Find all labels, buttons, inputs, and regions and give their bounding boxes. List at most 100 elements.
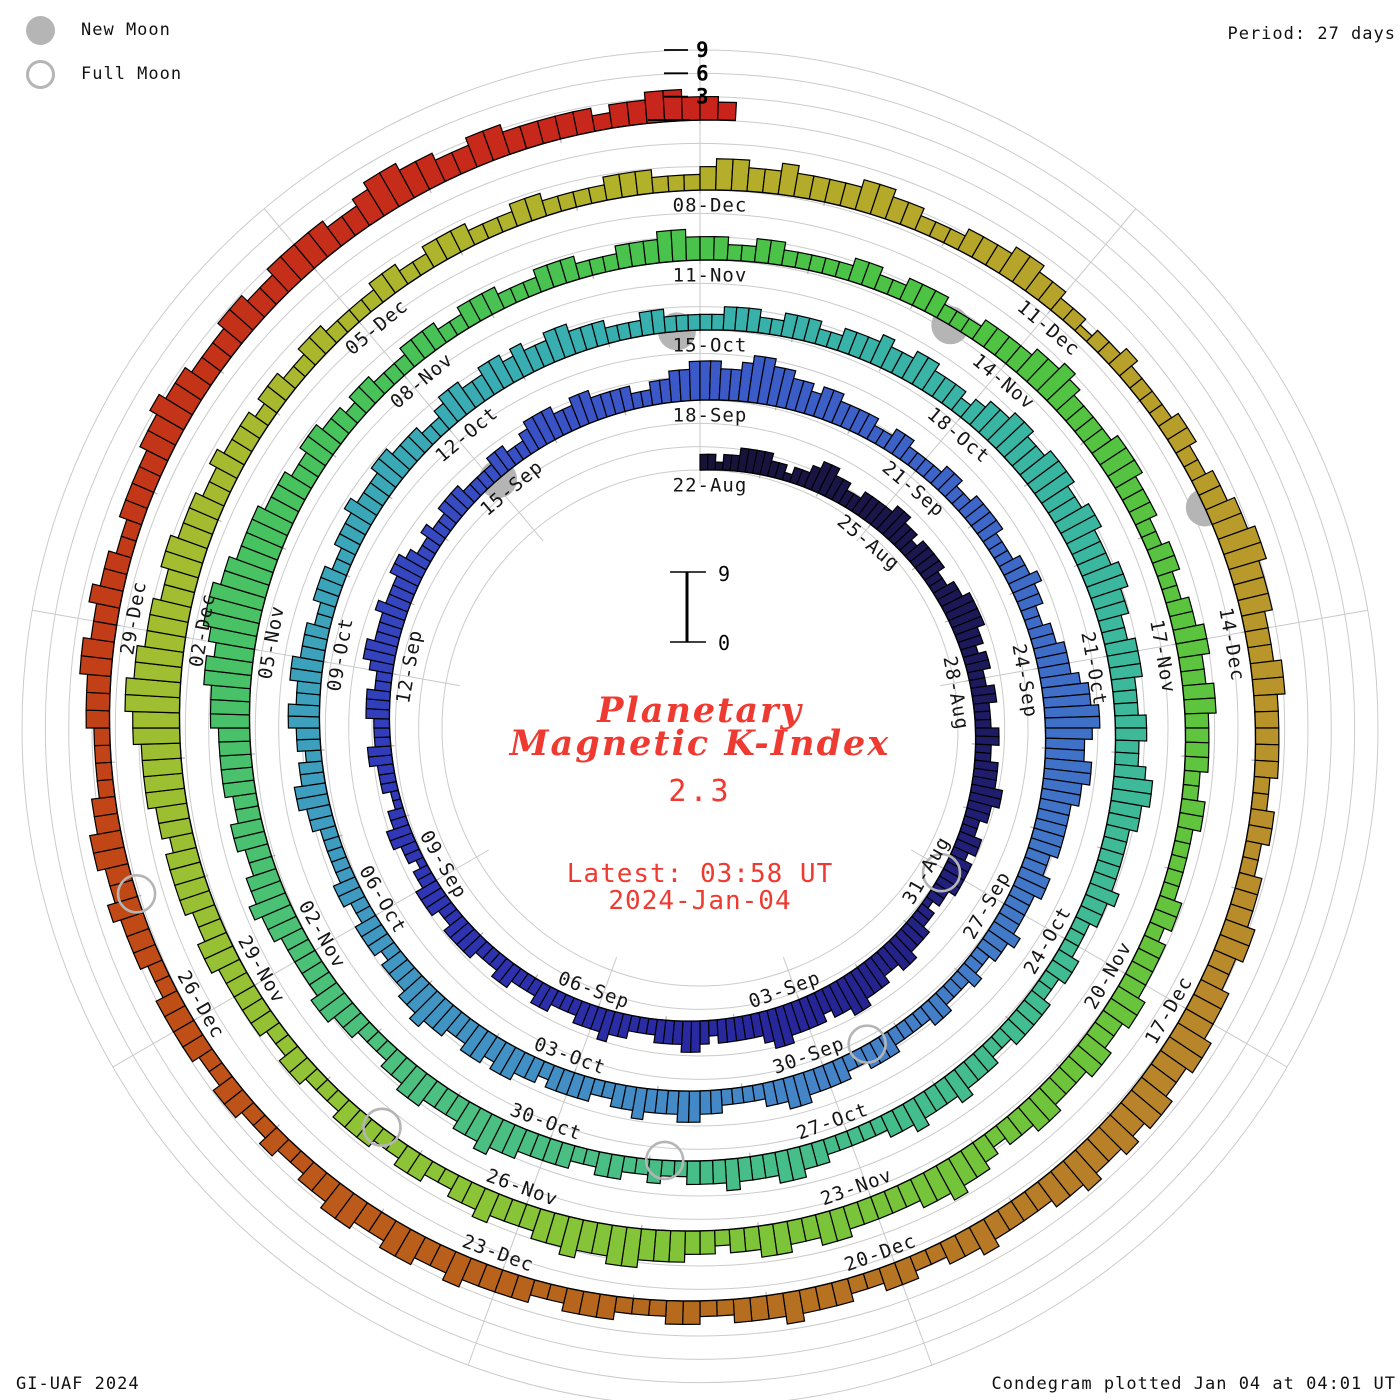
latest-time-line: Latest: 03:58 UT [566, 859, 834, 889]
k-bar [1175, 637, 1211, 659]
k-bar [803, 317, 823, 345]
k-bar [995, 421, 1035, 459]
k-bar [343, 497, 378, 526]
k-bar [1223, 541, 1268, 571]
k-bar [132, 727, 181, 746]
k-bar [553, 323, 577, 359]
k-bar [676, 1090, 691, 1123]
plotted-timestamp-label: Condegram plotted Jan 04 at 04:01 UT [991, 1374, 1396, 1394]
k-bar [686, 1160, 701, 1186]
k-bar [149, 597, 192, 624]
k-bar [1007, 570, 1043, 594]
k-bar [374, 599, 409, 622]
k-bar [642, 238, 660, 266]
k-bar [869, 183, 897, 220]
k-bar [397, 974, 431, 1006]
k-bar [443, 915, 469, 939]
credit-label: GI-UAF 2024 [16, 1374, 140, 1394]
k-bar [759, 450, 775, 477]
k-bar [964, 807, 991, 824]
k-bar [668, 1230, 687, 1263]
k-bar [767, 239, 787, 266]
k-bar [88, 829, 125, 854]
k-bar [782, 1289, 806, 1325]
k-bar [919, 559, 946, 582]
legend-row-new-moon: New Moon [26, 8, 182, 52]
k-bar [1120, 1089, 1163, 1130]
k-bar [716, 1298, 735, 1317]
k-bar [1182, 682, 1216, 701]
k-bar [487, 354, 515, 390]
k-bar [1184, 727, 1210, 744]
k-bar [239, 411, 269, 440]
k-bar [395, 1064, 428, 1099]
k-bar [188, 491, 225, 521]
k-bar [297, 1161, 328, 1192]
k-bar [715, 158, 734, 191]
k-bar [774, 1149, 795, 1184]
k-bar [1254, 710, 1280, 729]
k-bar [667, 174, 686, 193]
k-bar [643, 89, 666, 124]
k-bar [421, 322, 448, 352]
k-bar [94, 761, 114, 782]
k-bar [88, 583, 124, 609]
k-bar [699, 165, 717, 191]
k-bar [1113, 701, 1139, 717]
legend-row-full-moon: Full Moon [26, 52, 182, 96]
k-bar [378, 1220, 412, 1258]
k-bar [939, 1234, 967, 1265]
k-bar [687, 313, 701, 332]
latest-timestamp: Latest: 03:58 UT 2024-Jan-04 [350, 861, 1050, 915]
k-bar [794, 380, 815, 415]
k-bar [956, 962, 983, 988]
k-bar [208, 448, 246, 480]
k-bar [364, 638, 399, 657]
k-bar [756, 356, 777, 406]
k-bar [712, 235, 730, 261]
k-bar [140, 742, 182, 762]
k-bar [749, 1295, 770, 1322]
k-bar [976, 519, 1004, 543]
k-bar [881, 510, 912, 541]
k-bar [1107, 459, 1144, 490]
k-bar [1060, 514, 1103, 545]
k-bar [93, 744, 112, 764]
k-bar [937, 472, 964, 498]
k-bar [1184, 741, 1210, 759]
k-bar [869, 333, 896, 369]
k-bar [1114, 714, 1148, 729]
k-bar [878, 1262, 904, 1292]
k-bar [308, 324, 338, 355]
k-bar [1250, 791, 1270, 812]
k-bar [821, 389, 845, 424]
k-bar [880, 1109, 904, 1139]
k-bar [287, 703, 321, 718]
k-bar [1253, 693, 1279, 713]
full-moon-marker [362, 1107, 402, 1148]
k-bar [1016, 592, 1044, 612]
k-bar [724, 1157, 742, 1192]
k-bar [1044, 727, 1093, 741]
k-bar [96, 778, 116, 799]
k-bar [266, 372, 297, 402]
k-bar [1112, 689, 1139, 705]
k-bar [174, 366, 212, 401]
k-bar [523, 192, 548, 222]
k-bar [923, 289, 950, 319]
k-bar [716, 1018, 729, 1044]
grid-spoke [856, 208, 1137, 542]
full-moon-label: Full Moon [81, 64, 183, 84]
k-bar [489, 1041, 517, 1076]
k-bar [296, 738, 322, 753]
k-bar [1098, 1114, 1140, 1156]
k-bar [1108, 347, 1139, 377]
chart-title-line1: Planetary [597, 690, 803, 731]
k-bar [683, 173, 701, 192]
k-bar [577, 389, 599, 425]
k-bar [987, 920, 1021, 949]
k-bar [1159, 1035, 1203, 1074]
k-bar [480, 286, 506, 316]
k-bar [766, 1007, 786, 1050]
